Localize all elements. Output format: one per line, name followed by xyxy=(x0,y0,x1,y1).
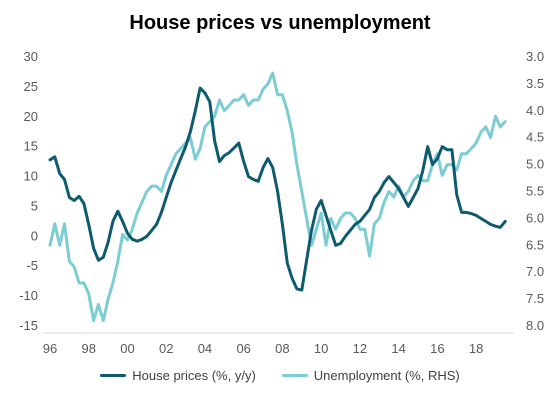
x-tick-label: 02 xyxy=(159,341,173,356)
legend-item-unemployment: Unemployment (%, RHS) xyxy=(281,368,460,383)
series-line-house-prices xyxy=(48,86,507,292)
x-tick-label: 16 xyxy=(430,341,444,356)
right-y-tick-label: 7.5 xyxy=(526,291,544,306)
x-tick-label: 00 xyxy=(120,341,134,356)
x-tick-label: 96 xyxy=(43,341,57,356)
right-y-tick-label: 8.0 xyxy=(526,318,544,333)
right-y-tick-label: 6.0 xyxy=(526,210,544,225)
x-tick-label: 18 xyxy=(469,341,483,356)
right-y-tick-label: 7.0 xyxy=(526,264,544,279)
right-y-axis-ticks: 3.0 3.5 4.0 4.5 5.0 5.5 6.0 6.5 7.0 7.5 8.0 xyxy=(526,49,544,333)
x-tick-label: 12 xyxy=(353,341,367,356)
left-y-tick-label: -5 xyxy=(26,258,38,273)
left-y-tick-label: 10 xyxy=(24,169,38,184)
left-y-tick-label: 30 xyxy=(24,49,38,64)
right-y-tick-label: 6.5 xyxy=(526,237,544,252)
left-y-tick-label: -15 xyxy=(19,318,38,333)
series-layer xyxy=(48,71,507,323)
x-tick-label: 10 xyxy=(314,341,328,356)
left-y-tick-label: -10 xyxy=(19,288,38,303)
right-y-tick-label: 4.0 xyxy=(526,103,544,118)
legend-swatch-house-prices xyxy=(100,374,127,377)
legend-item-house-prices: House prices (%, y/y) xyxy=(100,368,256,383)
right-y-tick-label: 3.0 xyxy=(526,49,544,64)
right-y-tick-label: 4.5 xyxy=(526,130,544,145)
x-tick-label: 04 xyxy=(198,341,212,356)
legend: House prices (%, y/y) Unemployment (%, R… xyxy=(0,368,560,383)
legend-label-unemployment: Unemployment (%, RHS) xyxy=(313,368,460,383)
left-y-tick-label: 0 xyxy=(31,228,38,243)
left-y-tick-label: 5 xyxy=(31,198,38,213)
x-tick-label: 98 xyxy=(82,341,96,356)
legend-label-house-prices: House prices (%, y/y) xyxy=(132,368,256,383)
right-y-tick-label: 3.5 xyxy=(526,76,544,91)
right-y-tick-label: 5.5 xyxy=(526,184,544,199)
x-tick-label: 08 xyxy=(275,341,289,356)
left-y-tick-label: 20 xyxy=(24,109,38,124)
x-tick-label: 14 xyxy=(391,341,405,356)
chart-title: House prices vs unemployment xyxy=(129,12,431,34)
series-line-unemployment xyxy=(48,71,507,323)
left-y-tick-label: 25 xyxy=(24,79,38,94)
legend-swatch-unemployment xyxy=(281,374,308,377)
x-axis-ticks: 96 98 00 02 04 06 08 10 12 14 16 18 xyxy=(43,341,484,356)
right-y-tick-label: 5.0 xyxy=(526,157,544,172)
x-tick-label: 06 xyxy=(236,341,250,356)
left-y-tick-label: 15 xyxy=(24,139,38,154)
left-y-axis-ticks: 30 25 20 15 10 5 0 -5 -10 -15 xyxy=(19,49,38,333)
